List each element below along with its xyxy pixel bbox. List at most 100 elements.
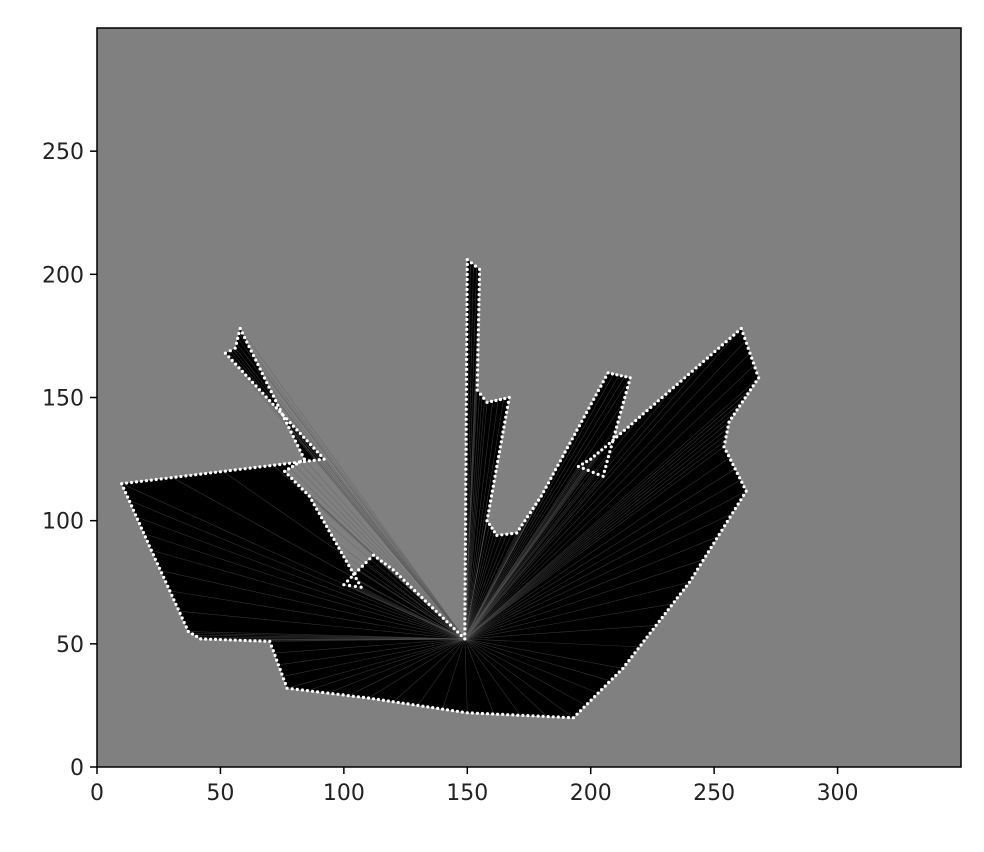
obstacle-point	[398, 575, 402, 579]
obstacle-point	[271, 649, 275, 653]
obstacle-point	[145, 539, 149, 544]
scan-ray	[128, 500, 465, 640]
obstacle-point	[496, 459, 500, 464]
scan-ray	[464, 490, 747, 640]
scan-ray	[464, 638, 468, 713]
obstacle-point	[290, 687, 294, 691]
obstacle-point	[487, 522, 492, 527]
obstacle-point	[561, 454, 565, 458]
obstacle-point	[258, 367, 262, 371]
obstacle-point	[234, 362, 238, 366]
obstacle-point	[465, 337, 469, 341]
scan-ray	[194, 634, 465, 640]
scan-ray	[464, 357, 708, 640]
obstacle-point	[179, 474, 183, 479]
obstacle-point	[319, 453, 323, 457]
obstacle-point	[248, 466, 252, 470]
scan-ray	[368, 638, 465, 699]
obstacle-point	[754, 380, 758, 384]
obstacle-point	[164, 476, 168, 480]
obstacle-point	[316, 690, 320, 694]
obstacle-point	[295, 428, 299, 432]
obstacle-point	[209, 471, 213, 475]
scan-ray	[417, 638, 466, 706]
obstacle-point	[291, 435, 295, 439]
obstacle-point	[683, 376, 687, 380]
obstacle-point	[315, 507, 319, 511]
obstacle-point	[727, 420, 731, 424]
obstacle-point	[334, 542, 339, 546]
free-space-polygon	[121, 259, 759, 718]
obstacle-point	[240, 331, 244, 335]
obstacle-point	[489, 499, 493, 503]
obstacle-point	[624, 391, 628, 395]
obstacle-point	[141, 530, 145, 535]
obstacle-point	[280, 672, 284, 676]
obstacle-point	[464, 502, 468, 506]
obstacle-point	[464, 452, 468, 456]
obstacle-point	[464, 457, 468, 461]
scan-ray	[464, 451, 611, 640]
obstacle-point	[281, 413, 285, 417]
obstacle-point	[336, 692, 340, 696]
obstacle-point	[427, 602, 431, 607]
obstacle-point	[492, 479, 496, 483]
obstacle-point	[757, 376, 761, 380]
scan-ray	[327, 638, 465, 694]
obstacle-point	[302, 457, 306, 461]
obstacle-point	[184, 474, 188, 478]
obstacle-point	[240, 369, 244, 373]
x-tick-label: 0	[90, 781, 104, 806]
obstacle-point	[586, 468, 590, 472]
obstacle-point	[465, 297, 469, 302]
obstacle-point	[195, 634, 199, 639]
obstacle-point	[717, 346, 721, 350]
obstacle-point	[464, 482, 468, 486]
obstacle-point	[128, 499, 132, 504]
obstacle-point	[502, 425, 506, 429]
obstacle-point	[496, 712, 500, 716]
obstacle-point	[591, 470, 595, 474]
scan-ray	[464, 536, 718, 640]
scan-ray	[273, 465, 466, 640]
obstacle-point	[465, 302, 469, 307]
scan-ray	[322, 518, 466, 640]
obstacle-point	[261, 391, 265, 395]
obstacle-point	[621, 400, 626, 404]
obstacle-point	[463, 632, 467, 636]
x-tick-label: 300	[817, 781, 859, 806]
obstacle-point	[511, 713, 515, 717]
obstacle-point	[465, 367, 469, 371]
y-tick-label: 200	[42, 263, 84, 288]
obstacle-point	[371, 553, 376, 557]
obstacle-point	[406, 702, 410, 706]
obstacle-point	[520, 523, 524, 527]
scan-ray	[464, 513, 733, 640]
obstacle-point	[464, 377, 469, 381]
obstacle-point	[624, 375, 628, 379]
obstacle-point	[463, 527, 468, 531]
obstacle-point	[254, 358, 258, 362]
obstacle-point	[722, 445, 726, 449]
scan-ray	[323, 458, 466, 640]
obstacle-point	[465, 347, 469, 351]
obstacle-point	[475, 373, 480, 377]
obstacle-point	[623, 395, 627, 400]
obstacle-point	[223, 469, 227, 473]
obstacle-point	[464, 497, 468, 501]
obstacle-point	[268, 399, 272, 403]
obstacle-point	[300, 453, 304, 457]
obstacle-point	[300, 688, 304, 692]
obstacle-point	[353, 584, 357, 589]
obstacle-point	[582, 415, 586, 419]
scan-ray	[236, 343, 466, 640]
scan-ray	[464, 426, 617, 640]
obstacle-point	[713, 349, 717, 354]
obstacle-point	[360, 564, 364, 568]
obstacle-point	[416, 703, 420, 708]
obstacle-point	[258, 465, 262, 469]
obstacle-point	[501, 430, 505, 434]
obstacle-point	[744, 489, 748, 493]
obstacle-point	[189, 473, 193, 477]
obstacle-point	[589, 402, 593, 406]
